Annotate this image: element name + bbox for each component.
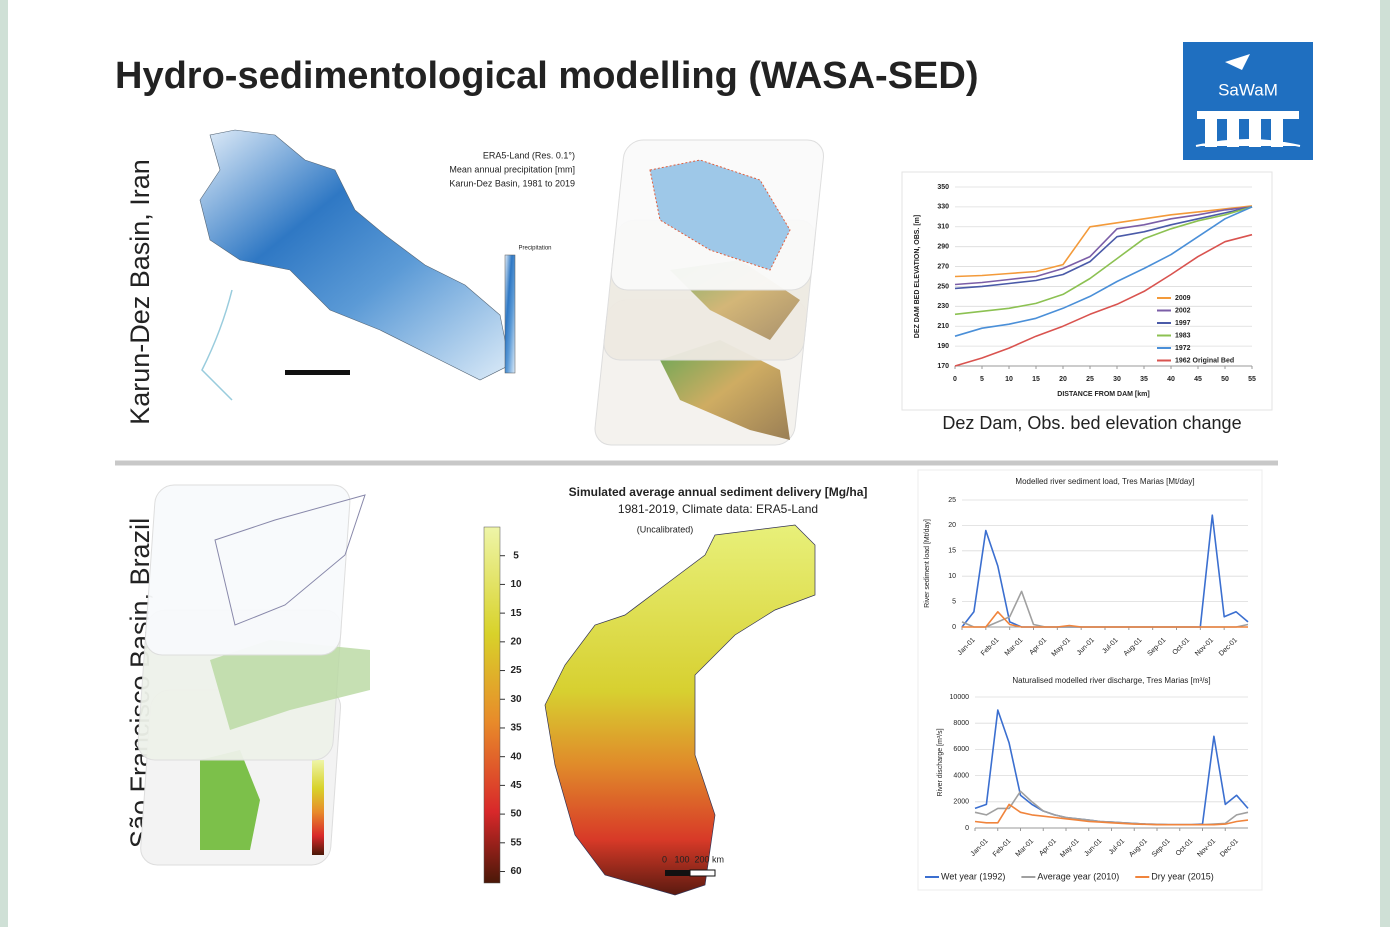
layer-stack [593,140,825,445]
legend-label: 2002 [1175,307,1191,314]
y-tick-label: 5 [952,598,956,605]
colorbar-tick-label: 55 [510,837,522,848]
legend-label: 2009 [1175,295,1191,302]
colorbar-tick-label: 45 [510,780,522,791]
colorbar-tick-label: 5 [513,550,519,561]
x-tick-label: 15 [1032,376,1040,383]
y-tick-label: 4000 [953,772,969,779]
slide-title: Hydro-sedimentological modelling (WASA-S… [115,55,979,97]
legend-label: Wet year (1992) [941,871,1005,881]
y-tick-label: 8000 [953,720,969,727]
y-tick-label: 6000 [953,746,969,753]
y-tick-label: 290 [937,244,949,251]
colorbar-tick-label: 10 [510,579,522,590]
colorbar-tick-label: 35 [510,723,522,734]
x-tick-label: 45 [1194,376,1202,383]
colorbar-tick-label: 25 [510,665,522,676]
colorbar-tick-label: 40 [510,751,522,762]
chart-title: Naturalised modelled river discharge, Tr… [1012,676,1210,685]
y-tick-label: 250 [937,283,949,290]
y-tick-label: 230 [937,303,949,310]
legend-label: 1983 [1175,332,1191,339]
x-tick-label: 55 [1248,376,1256,383]
y-tick-label: 0 [965,825,969,832]
legend-label: 1997 [1175,320,1191,327]
y-tick-label: 270 [937,263,949,270]
map-caption: Mean annual precipitation [mm] [449,164,575,174]
colorbar-tick-label: 50 [510,809,522,820]
y-tick-label: 10 [948,573,956,580]
y-tick-label: 170 [937,363,949,370]
y-tick-label: 10000 [950,694,970,701]
y-axis-label: River sediment load [Mt/day] [924,519,931,608]
x-tick-label: 10 [1005,376,1013,383]
map-note: (Uncalibrated) [637,524,694,534]
y-tick-label: 25 [948,497,956,504]
y-tick-label: 330 [937,204,949,211]
x-tick-label: 5 [980,376,984,383]
legend-label: Average year (2010) [1037,871,1119,881]
legend-label: 1962 Original Bed [1175,357,1234,364]
y-tick-label: 15 [948,548,956,555]
x-tick-label: 0 [953,376,957,383]
logo: SaWaM [1183,42,1313,160]
y-tick-label: 0 [952,624,956,631]
colorbar-tick-label: 60 [510,866,522,877]
y-tick-label: 20 [948,522,956,529]
map-caption: ERA5-Land (Res. 0.1°) [483,150,575,160]
y-axis-label: DEZ DAM BED ELEVATION, OBS. [m] [914,215,921,338]
map-title: Simulated average annual sediment delive… [569,485,868,499]
colorbar [484,527,500,883]
legend-label: Dry year (2015) [1151,871,1214,881]
y-tick-label: 190 [937,343,949,350]
colorbar-tick-label: 20 [510,636,522,647]
logo-text: SaWaM [1218,80,1278,99]
x-tick-label: 20 [1059,376,1067,383]
chart-caption: Dez Dam, Obs. bed elevation change [942,413,1241,433]
y-axis-label: River discharge [m³/s] [937,728,944,796]
y-tick-label: 310 [937,224,949,231]
x-tick-label: 30 [1113,376,1121,383]
legend-title: Precipitation [518,246,551,252]
x-axis-label: DISTANCE FROM DAM [km] [1057,391,1149,398]
map-caption: Karun-Dez Basin, 1981 to 2019 [449,178,575,188]
x-tick-label: 35 [1140,376,1148,383]
x-tick-label: 25 [1086,376,1094,383]
colorbar-tick-label: 15 [510,608,522,619]
chart-title: Modelled river sediment load, Tres Maria… [1015,477,1194,486]
legend-label: 1972 [1175,345,1191,352]
y-tick-label: 210 [937,323,949,330]
scale-bar-label: 0 100 200 km [662,854,724,864]
y-tick-label: 2000 [953,799,969,806]
section-label: Karun-Dez Basin, Iran [125,159,155,425]
slide: Hydro-sedimentological modelling (WASA-S… [0,0,1390,927]
colorbar-tick-label: 30 [510,694,522,705]
map-title: 1981-2019, Climate data: ERA5-Land [618,502,818,516]
x-tick-label: 50 [1221,376,1229,383]
y-tick-label: 350 [937,184,949,191]
x-tick-label: 40 [1167,376,1175,383]
